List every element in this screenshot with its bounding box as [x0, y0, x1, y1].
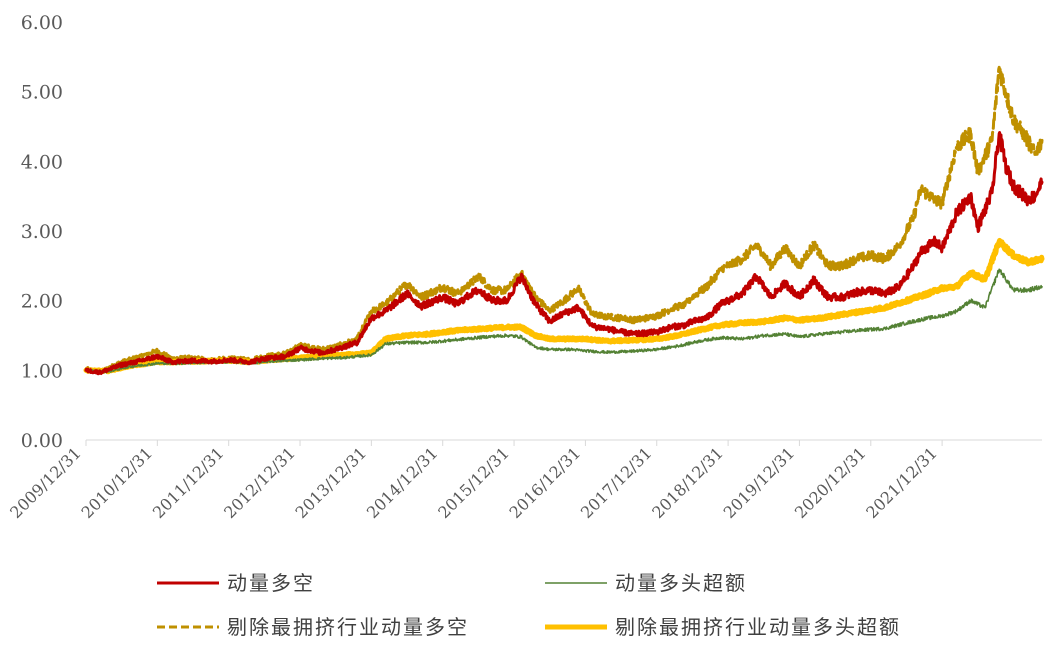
x-tick-label: 2018/12/31	[648, 443, 727, 522]
y-tick-label: 1.00	[21, 360, 63, 382]
x-tick-label: 2021/12/31	[862, 443, 941, 522]
legend-label-0: 动量多空	[227, 571, 315, 595]
y-tick-label: 3.00	[21, 221, 63, 243]
x-tick-label: 2013/12/31	[292, 443, 371, 522]
legend-label-2: 剔除最拥挤行业动量多空	[227, 615, 469, 639]
series-line-0	[84, 131, 1044, 376]
x-tick-label: 2016/12/31	[506, 443, 585, 522]
y-tick-label: 5.00	[21, 82, 63, 104]
y-axis-ticks: 0.00 1.00 2.00 3.00 4.00 5.00 6.00	[21, 12, 63, 452]
y-tick-label: 0.00	[21, 430, 63, 452]
x-axis-ticks: 2009/12/312010/12/312011/12/312012/12/31…	[6, 440, 943, 522]
x-tick-label: 2017/12/31	[577, 443, 656, 522]
x-tick-label: 2011/12/31	[149, 443, 228, 522]
y-tick-label: 2.00	[21, 291, 63, 313]
x-tick-label: 2010/12/31	[78, 443, 157, 522]
legend-label-3: 剔除最拥挤行业动量多头超额	[615, 615, 901, 639]
x-tick-label: 2014/12/31	[363, 443, 442, 522]
series-lines	[83, 65, 1045, 376]
legend-label-1: 动量多头超额	[615, 571, 747, 595]
series-line-3	[83, 237, 1045, 375]
x-tick-label: 2012/12/31	[220, 443, 299, 522]
x-tick-label: 2009/12/31	[6, 443, 85, 522]
x-tick-label: 2015/12/31	[434, 443, 513, 522]
x-tick-label: 2020/12/31	[791, 443, 870, 522]
x-tick-label: 2019/12/31	[720, 443, 799, 522]
y-tick-label: 4.00	[21, 151, 63, 173]
y-tick-label: 6.00	[21, 12, 63, 34]
